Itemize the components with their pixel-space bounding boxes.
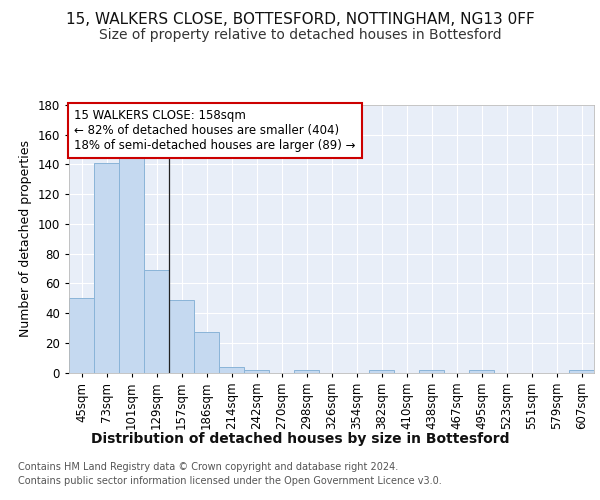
Text: 15 WALKERS CLOSE: 158sqm
← 82% of detached houses are smaller (404)
18% of semi-: 15 WALKERS CLOSE: 158sqm ← 82% of detach… bbox=[74, 109, 356, 152]
Bar bbox=[219, 366, 244, 372]
Bar bbox=[69, 298, 94, 372]
Bar bbox=[169, 300, 194, 372]
Bar bbox=[119, 156, 144, 372]
Bar bbox=[419, 370, 444, 372]
Bar bbox=[569, 370, 594, 372]
Bar bbox=[294, 370, 319, 372]
Bar bbox=[244, 370, 269, 372]
Text: Size of property relative to detached houses in Bottesford: Size of property relative to detached ho… bbox=[98, 28, 502, 42]
Text: 15, WALKERS CLOSE, BOTTESFORD, NOTTINGHAM, NG13 0FF: 15, WALKERS CLOSE, BOTTESFORD, NOTTINGHA… bbox=[65, 12, 535, 28]
Bar bbox=[144, 270, 169, 372]
Text: Contains HM Land Registry data © Crown copyright and database right 2024.: Contains HM Land Registry data © Crown c… bbox=[18, 462, 398, 472]
Y-axis label: Number of detached properties: Number of detached properties bbox=[19, 140, 32, 337]
Bar bbox=[94, 163, 119, 372]
Bar bbox=[369, 370, 394, 372]
Bar bbox=[194, 332, 219, 372]
Text: Distribution of detached houses by size in Bottesford: Distribution of detached houses by size … bbox=[91, 432, 509, 446]
Bar bbox=[469, 370, 494, 372]
Text: Contains public sector information licensed under the Open Government Licence v3: Contains public sector information licen… bbox=[18, 476, 442, 486]
